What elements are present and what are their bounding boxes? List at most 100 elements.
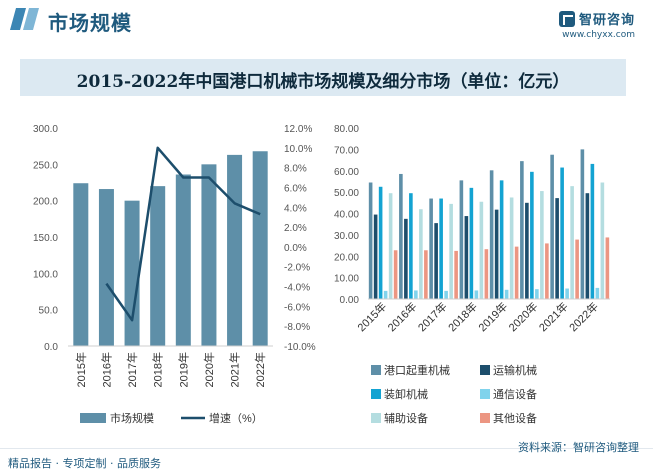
- segment-bar: [459, 180, 464, 299]
- segment-bar: [419, 209, 423, 299]
- x-tick-label: 2019年: [475, 299, 510, 334]
- y-left-tick-label: 100.0: [33, 269, 58, 280]
- segment-bar: [469, 187, 474, 299]
- legend-label-growth: 增速（%）: [209, 411, 263, 425]
- y-tick-label: 40.00: [334, 210, 359, 221]
- x-tick-label: 2021年: [228, 352, 242, 387]
- footer-slogan: 精品报告 · 专项定制 · 品质服务: [8, 457, 161, 470]
- y-left-tick-label: 0.0: [44, 342, 58, 353]
- segment-bar: [509, 197, 514, 299]
- x-tick-label: 2021年: [536, 299, 571, 334]
- chart-title: 2015-2022年中国港口机械市场规模及细分市场（单位：亿元）: [76, 72, 570, 92]
- legend-swatch-market-size: [80, 413, 106, 423]
- legend-label: 通信设备: [493, 387, 537, 401]
- chart-title-band: 2015-2022年中国港口机械市场规模及细分市场（单位：亿元）: [20, 59, 626, 96]
- segment-bar: [520, 161, 524, 299]
- legend-label: 港口起重机械: [384, 363, 450, 377]
- x-tick-label: 2022年: [253, 352, 267, 387]
- legend-swatch: [480, 413, 490, 423]
- y-right-tick-label: 10.0%: [284, 144, 312, 155]
- legend-swatch: [371, 365, 381, 375]
- market-size-bar: [201, 164, 217, 346]
- segment-bar: [575, 239, 579, 299]
- segment-bar: [585, 193, 590, 299]
- segment-bar: [570, 186, 574, 299]
- segment-bar: [429, 198, 433, 299]
- segment-bar: [479, 201, 484, 299]
- x-tick-label: 2015年: [74, 352, 88, 387]
- y-tick-label: 70.00: [334, 145, 359, 156]
- market-size-bar: [124, 200, 140, 346]
- segment-bar: [605, 237, 610, 299]
- legend-label-market-size: 市场规模: [110, 411, 154, 425]
- segment-bar: [600, 182, 605, 299]
- y-left-tick-label: 50.0: [39, 306, 59, 317]
- segment-bar: [388, 193, 393, 299]
- segment-bar: [565, 288, 569, 299]
- legend-label: 装卸机械: [384, 387, 428, 401]
- segment-bar: [560, 167, 564, 299]
- y-left-tick-label: 150.0: [33, 233, 58, 244]
- market-size-bar: [98, 189, 114, 346]
- y-right-tick-label: 8.0%: [284, 164, 307, 175]
- segment-bar: [378, 186, 383, 299]
- y-tick-label: 50.00: [334, 188, 359, 199]
- y-tick-label: 10.00: [334, 274, 359, 285]
- segment-bar: [454, 250, 458, 299]
- legend-swatch: [371, 389, 381, 399]
- segment-bar: [489, 170, 494, 299]
- y-tick-label: 80.00: [334, 124, 359, 135]
- y-right-tick-label: 4.0%: [284, 203, 307, 214]
- legend-swatch: [480, 389, 490, 399]
- y-right-tick-label: -6.0%: [284, 302, 310, 313]
- segment-bar: [414, 290, 418, 299]
- segment-bar: [444, 290, 448, 299]
- segment-bar: [464, 216, 469, 299]
- y-right-tick-label: 12.0%: [284, 124, 312, 135]
- x-tick-label: 2018年: [445, 299, 480, 334]
- segment-bar: [545, 243, 549, 299]
- y-tick-label: 60.00: [334, 167, 359, 178]
- x-tick-label: 2019年: [176, 352, 190, 387]
- brand-name: 智研咨询: [578, 13, 635, 28]
- legend-swatch: [371, 413, 381, 423]
- source-note: 资料来源：智研咨询整理: [518, 441, 639, 454]
- x-tick-label: 2020年: [506, 299, 541, 334]
- segment-bar: [449, 203, 453, 299]
- market-size-bar: [73, 183, 89, 346]
- segment-bar: [550, 154, 554, 299]
- segment-bar: [404, 218, 408, 299]
- x-tick-label: 2016年: [99, 352, 113, 387]
- segment-bar: [595, 287, 600, 299]
- x-tick-label: 2018年: [151, 352, 165, 387]
- brand: 智研咨询 www.chyxx.com: [558, 8, 635, 40]
- legend-swatch: [480, 365, 490, 375]
- y-right-tick-label: 2.0%: [284, 223, 307, 234]
- y-right-tick-label: 6.0%: [284, 183, 307, 194]
- brand-url: www.chyxx.com: [562, 30, 635, 40]
- x-tick-label: 2022年: [566, 299, 601, 334]
- segment-bar: [393, 250, 398, 299]
- x-tick-label: 2017年: [415, 299, 450, 334]
- segment-bar: [373, 214, 378, 299]
- market-size-bar: [227, 154, 243, 346]
- y-left-tick-label: 250.0: [33, 160, 58, 171]
- stacked-bars-icon: [10, 8, 39, 30]
- segment-bar: [525, 202, 529, 299]
- segment-bar: [409, 193, 413, 299]
- segment-bar: [504, 289, 509, 299]
- x-tick-label: 2016年: [385, 299, 420, 334]
- y-left-tick-label: 200.0: [33, 197, 58, 208]
- market-size-bar: [252, 151, 268, 346]
- y-right-tick-label: -10.0%: [284, 342, 316, 353]
- y-tick-label: 20.00: [334, 252, 359, 263]
- y-left-tick-label: 300.0: [33, 124, 58, 135]
- page-footer: 精品报告 · 专项定制 · 品质服务 资料来源：智研咨询整理: [0, 441, 653, 473]
- segment-bar: [439, 198, 443, 299]
- segment-bar: [484, 249, 489, 299]
- y-right-tick-label: -8.0%: [284, 322, 310, 333]
- segment-bar: [424, 250, 428, 299]
- segment-bar: [580, 149, 585, 299]
- segment-bar: [530, 171, 534, 299]
- section-title: 市场规模: [48, 11, 132, 35]
